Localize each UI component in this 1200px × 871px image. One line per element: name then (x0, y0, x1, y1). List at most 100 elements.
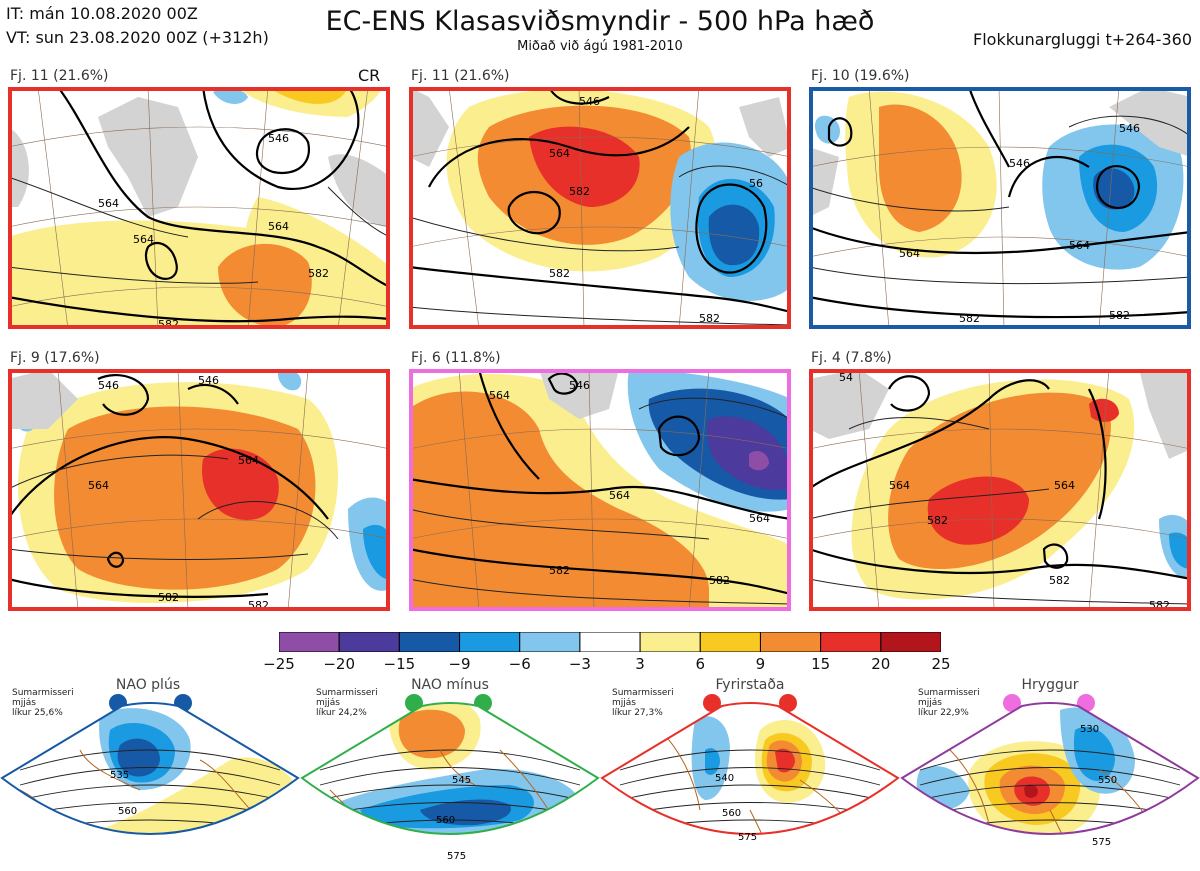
cluster-map-5: 564 564 582 582 564 546 (409, 369, 791, 611)
contour-label: 575 (1092, 837, 1111, 848)
contour-label: 564 (133, 233, 154, 246)
contour-label: 582 (158, 318, 179, 329)
colorbar-label: −6 (508, 655, 531, 673)
contour-label: 564 (609, 489, 630, 502)
colorbar-swatch (278, 631, 340, 653)
regime-marker (1003, 694, 1021, 712)
valid-time: VT: sun 23.08.2020 00Z (+312h) (6, 28, 269, 47)
regime-note: Sumarmisseri mjjás líkur 24,2% (316, 688, 378, 718)
regime-map-blocking: 540 560 575 (600, 694, 900, 843)
contour-label: 564 (549, 147, 570, 160)
contour-label: 530 (1080, 724, 1099, 735)
contour-label: 56 (749, 177, 763, 190)
colorbar-swatches (278, 631, 942, 653)
cluster-map-3: 546 564 546 564 582 582 (809, 87, 1191, 329)
colorbar-swatch (880, 631, 942, 653)
contour-label: 560 (118, 806, 137, 817)
regime-note: Sumarmisseri mjjás líkur 25,6% (12, 688, 74, 718)
contour-label: 546 (198, 374, 219, 387)
contour-label: 582 (549, 564, 570, 577)
colorbar (278, 631, 942, 653)
colorbar-label: −20 (323, 655, 355, 673)
colorbar-label: 9 (755, 655, 766, 673)
regime-map-nao-plus: 535 560 (0, 694, 300, 835)
colorbar-swatch (579, 631, 641, 653)
contour-label: 546 (1009, 157, 1030, 170)
cluster-map-1: 546 564 564 564 582 582 (8, 87, 390, 329)
cluster-map-4: 546 564 564 582 582 546 (8, 369, 390, 611)
regime-marker (703, 694, 721, 712)
contour-label: 564 (899, 247, 920, 260)
contour-label: 545 (452, 775, 471, 786)
contour-label: 564 (268, 220, 289, 233)
initial-time: IT: mán 10.08.2020 00Z (6, 4, 198, 23)
colorbar-label: 25 (931, 655, 951, 673)
colorbar-swatch (338, 631, 400, 653)
contour-label: 582 (549, 267, 570, 280)
cluster-map-6: 564 564 582 582 582 54 (809, 369, 1191, 611)
contour-label: 582 (569, 185, 590, 198)
cluster-label: Fj. 6 (11.8%) (411, 350, 501, 366)
colorbar-swatch (639, 631, 701, 653)
contour-label: 582 (927, 514, 948, 527)
colorbar-label: −9 (448, 655, 471, 673)
regime-marker (779, 694, 797, 712)
colorbar-label: 6 (695, 655, 706, 673)
contour-label: 564 (1069, 239, 1090, 252)
colorbar-label: 15 (811, 655, 831, 673)
cluster-label: Fj. 10 (19.6%) (811, 68, 910, 84)
contour-label: 564 (889, 479, 910, 492)
colorbar-label: −3 (568, 655, 591, 673)
contour-label: 575 (447, 851, 466, 862)
colorbar-label: 20 (871, 655, 891, 673)
cluster-label: Fj. 11 (21.6%) (10, 68, 109, 84)
colorbar-swatch (459, 631, 521, 653)
contour-label: 550 (1098, 775, 1117, 786)
page-title: EC-ENS Klasasviðsmyndir - 500 hPa hæð (325, 6, 875, 37)
contour-label: 564 (98, 197, 119, 210)
contour-label: 564 (238, 454, 259, 467)
colorbar-label: 3 (635, 655, 645, 673)
colorbar-label: −25 (263, 655, 295, 673)
cluster-label: Fj. 11 (21.6%) (411, 68, 510, 84)
colorbar-swatch (398, 631, 461, 653)
colorbar-swatch (699, 631, 761, 653)
contour-label: 564 (1054, 479, 1075, 492)
cluster-tag: CR (358, 66, 381, 85)
cluster-map-2: 546 564 582 582 582 56 (409, 87, 791, 329)
colorbar-swatch (820, 631, 882, 653)
colorbar-swatch (759, 631, 822, 653)
contour-label: 540 (715, 773, 734, 784)
regime-note: Sumarmisseri mjjás líkur 22,9% (918, 688, 980, 718)
regime-title: Fyrirstaða (715, 677, 785, 693)
contour-label: 582 (699, 312, 720, 325)
contour-label: 582 (308, 267, 329, 280)
regime-map-ridge: 530 550 575 (900, 694, 1200, 848)
contour-label: 582 (709, 574, 730, 587)
contour-label: 564 (749, 512, 770, 525)
contour-label: 535 (110, 770, 129, 781)
contour-label: 575 (738, 832, 757, 843)
contour-label: 54 (839, 371, 853, 384)
classification-window: Flokkunargluggi t+264-360 (973, 30, 1192, 49)
regime-map-nao-minus: 545 560 575 (300, 694, 600, 862)
cluster-label: Fj. 4 (7.8%) (811, 350, 892, 366)
contour-label: 560 (722, 808, 741, 819)
colorbar-label: −15 (383, 655, 416, 673)
regime-title: NAO mínus (411, 677, 489, 693)
contour-label: 546 (268, 132, 289, 145)
contour-label: 564 (489, 389, 510, 402)
contour-label: 546 (1119, 122, 1140, 135)
contour-label: 546 (569, 379, 590, 392)
cluster-label: Fj. 9 (17.6%) (10, 350, 100, 366)
contour-label: 546 (579, 95, 600, 108)
page-subtitle: Miðað við ágú 1981-2010 (517, 39, 683, 54)
contour-label: 582 (1049, 574, 1070, 587)
contour-label: 582 (158, 591, 179, 604)
contour-label: 560 (436, 815, 455, 826)
contour-label: 582 (1109, 309, 1130, 322)
regime-title: Hryggur (1021, 677, 1079, 693)
colorbar-swatch (519, 631, 581, 653)
contour-label: 582 (959, 312, 980, 325)
regime-note: Sumarmisseri mjjás líkur 27,3% (612, 688, 674, 718)
